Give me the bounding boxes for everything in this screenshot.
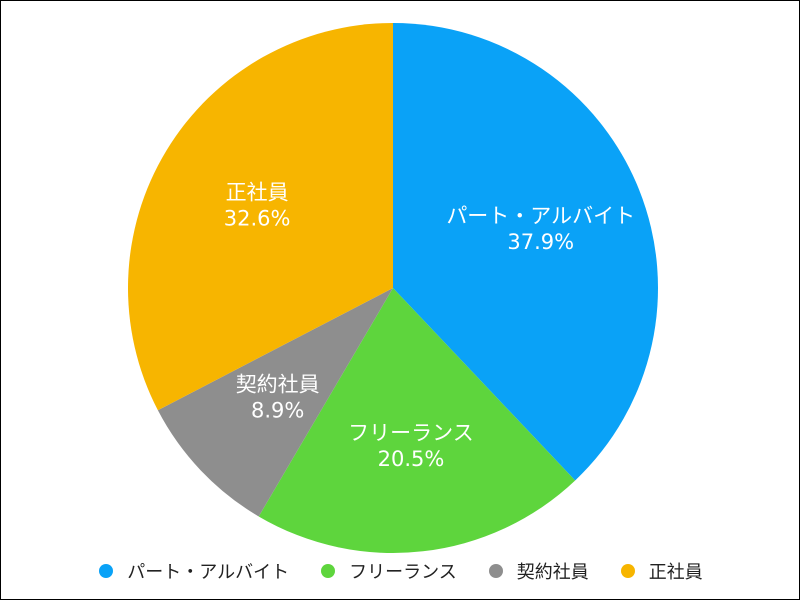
legend-item-freelance: フリーランス	[321, 558, 457, 584]
legend-label-full-time: 正社員	[648, 562, 703, 583]
slice-label-value: 37.9%	[507, 230, 574, 254]
legend-swatch-full-time	[620, 564, 635, 578]
pie-slice-contract	[157, 288, 393, 517]
legend-swatch-part-time	[99, 564, 114, 578]
slice-label-value: 32.6%	[224, 206, 291, 230]
slice-label-name: 正社員	[226, 180, 289, 204]
pie-slice-freelance	[258, 288, 576, 553]
legend-label-freelance: フリーランス	[349, 562, 457, 583]
legend-item-part-time: パート・アルバイト	[99, 558, 289, 584]
slice-label-name: フリーランス	[348, 421, 474, 445]
legend-item-contract: 契約社員	[488, 558, 589, 584]
legend-item-full-time: 正社員	[620, 558, 703, 584]
legend: パート・アルバイト フリーランス 契約社員 正社員	[1, 557, 800, 585]
pie-slice-full-time	[127, 23, 393, 411]
legend-label-part-time: パート・アルバイト	[127, 562, 290, 583]
legend-label-contract: 契約社員	[516, 562, 589, 583]
legend-swatch-freelance	[321, 564, 336, 578]
slice-label-value: 8.9%	[251, 398, 304, 422]
pie-slice-part-time	[393, 23, 659, 481]
slice-label-value: 20.5%	[378, 447, 445, 471]
slice-label-name: パート・アルバイト	[446, 204, 635, 228]
slice-label-name: 契約社員	[236, 372, 320, 396]
legend-swatch-contract	[488, 564, 503, 578]
